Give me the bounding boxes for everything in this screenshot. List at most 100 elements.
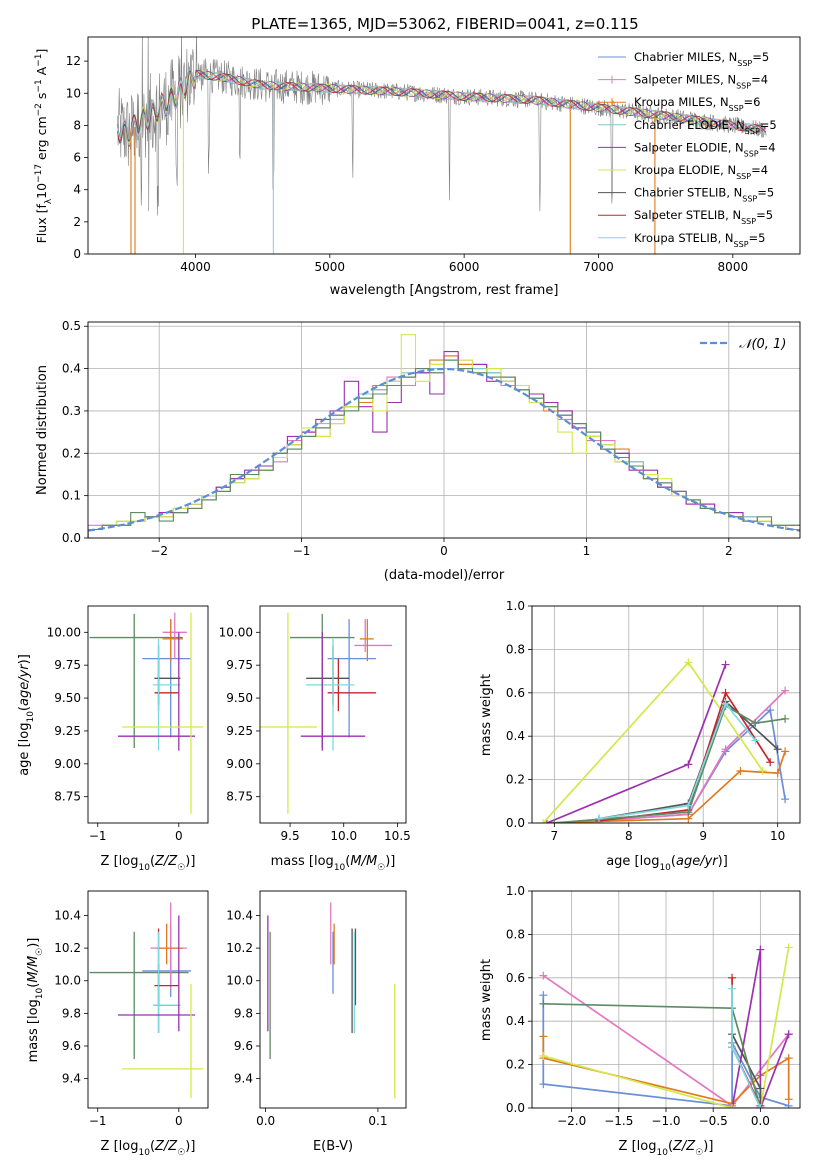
legend-label-tail: =5 <box>749 231 766 245</box>
x-tick-label: 0.0 <box>751 1114 770 1128</box>
label-part: age [log <box>17 723 32 776</box>
x-tick-label: 2 <box>725 544 733 558</box>
x-axis-label: E(B-V) <box>313 1139 353 1154</box>
x-tick-label: −1 <box>89 1114 107 1128</box>
y-axis-label: mass weight <box>479 674 494 756</box>
x-tick-label: −1.5 <box>604 1114 633 1128</box>
label-part: )] <box>17 654 32 664</box>
y-tick-label: 2 <box>73 215 81 229</box>
y-tick-label: 10.00 <box>47 625 81 639</box>
legend-label: Kroupa ELODIE, NSSP=4 <box>634 163 768 181</box>
y-tick-label: 0.4 <box>506 729 525 743</box>
y-tick-label: 0.5 <box>62 319 81 333</box>
y-tick-label: 0.1 <box>62 489 81 503</box>
x-tick-label: 10 <box>770 829 785 843</box>
label-part: ( <box>668 1139 673 1154</box>
y-tick-label: 8.75 <box>54 790 81 804</box>
y-tick-label: 6 <box>73 151 81 165</box>
legend-label-tail: =4 <box>751 163 768 177</box>
legend-label: Salpeter MILES, NSSP=4 <box>634 73 768 91</box>
histogram-step <box>88 359 800 538</box>
y-tick-label: 0.8 <box>506 927 525 941</box>
panel-mass_vs_ebv: 0.0 0.1 9.4 9.6 9.8 10.0 10.2 10.4 E(B-V) <box>226 890 407 1154</box>
axes-frame <box>531 890 801 1109</box>
y-tick-label: 0.6 <box>506 686 525 700</box>
y-tick-label: 9.25 <box>226 724 253 738</box>
y-tick-label: 9.00 <box>54 757 81 771</box>
x-tick-label: 0 <box>440 544 448 558</box>
label-part: A <box>34 66 49 79</box>
model-spectrum <box>117 69 766 144</box>
data-spectrum <box>117 37 767 216</box>
x-tick-label: 9.5 <box>281 829 300 843</box>
x-axis-label: Z [log10(Z/Z☉)] <box>101 854 196 873</box>
y-tick-label: 0.2 <box>506 773 525 787</box>
label-part: λ <box>44 198 54 204</box>
label-part: 10 <box>656 1148 668 1158</box>
y-tick-label: 9.50 <box>226 691 253 705</box>
label-part: ☉ <box>35 948 45 956</box>
axes-frame <box>87 890 209 1109</box>
x-tick-label: 4000 <box>180 260 211 274</box>
legend-label-tail: =5 <box>757 186 774 200</box>
weight-line <box>543 947 790 1108</box>
label-part: ☉ <box>177 1148 185 1158</box>
y-tick-label: 0.8 <box>506 642 525 656</box>
panel-mass_vs_z: −1 09.49.69.810.010.210.4Z [log10(Z/Z☉)]m… <box>26 890 209 1158</box>
model-spectrum <box>117 70 766 146</box>
label-part: ] <box>34 49 49 54</box>
y-tick-label: 9.8 <box>234 1006 253 1020</box>
legend-label: Kroupa STELIB, NSSP=5 <box>634 231 765 249</box>
y-tick-label: 10.0 <box>226 974 253 988</box>
legend-label-tail: =4 <box>759 140 776 154</box>
label-part: ( <box>26 983 41 988</box>
legend-label: Chabrier STELIB, NSSP=5 <box>634 186 774 204</box>
model-spectrum <box>117 67 766 143</box>
y-tick-label: 8 <box>73 118 81 132</box>
legend-label-tail: =6 <box>744 95 761 109</box>
legend-label-sub: SSP <box>745 126 760 135</box>
axes-frame <box>259 605 407 824</box>
x-tick-label: −0.5 <box>699 1114 728 1128</box>
x-tick-label: 0 <box>175 1114 183 1128</box>
axes-frame <box>87 36 801 255</box>
y-tick-label: 8.75 <box>226 790 253 804</box>
y-tick-label: 10.0 <box>54 974 81 988</box>
legend-label-base: Salpeter STELIB, N <box>634 208 741 222</box>
label-part: age/yr <box>17 663 32 706</box>
label-part: 10 <box>659 863 671 873</box>
plot-area-mass_vs_z <box>89 902 204 1099</box>
label-part: 10 <box>138 863 150 873</box>
weight-line <box>598 701 756 820</box>
y-tick-label: 9.25 <box>54 724 81 738</box>
label-part: M/M <box>350 854 377 869</box>
legend-label-sub: SSP <box>729 104 744 113</box>
label-part: )] <box>703 1139 713 1154</box>
y-tick-label: 9.50 <box>54 691 81 705</box>
x-axis-label: age [log10(age/yr)] <box>606 854 728 873</box>
weight-line <box>542 661 764 823</box>
label-part: Z [log <box>101 854 139 869</box>
label-part: −1 <box>34 54 44 67</box>
normal-curve <box>88 367 800 532</box>
y-tick-label: 1.0 <box>506 884 525 898</box>
x-tick-label: −1 <box>293 544 311 558</box>
label-part: Z/Z <box>672 1139 696 1154</box>
x-tick-label: 6000 <box>449 260 480 274</box>
label-part: Z [log <box>101 1139 139 1154</box>
legend-label: Chabrier MILES, NSSP=5 <box>634 50 769 68</box>
plot-area-mass_vs_ebv <box>267 902 396 1099</box>
x-tick-label: 9 <box>699 829 707 843</box>
label-part: Z [log <box>619 1139 657 1154</box>
axes-frame <box>87 605 209 824</box>
weight-line <box>731 949 790 1108</box>
y-axis-label: Normed distribution <box>35 365 50 495</box>
y-tick-label: 0.0 <box>62 531 81 545</box>
y-tick-label: 10.2 <box>226 941 253 955</box>
label-part: 10 <box>26 711 36 723</box>
legend-label-base: Kroupa ELODIE, N <box>634 163 736 177</box>
y-tick-label: 1.0 <box>506 599 525 613</box>
label-part: ( <box>150 1139 155 1154</box>
label-part: erg cm <box>34 116 49 164</box>
y-tick-label: 0.2 <box>62 446 81 460</box>
